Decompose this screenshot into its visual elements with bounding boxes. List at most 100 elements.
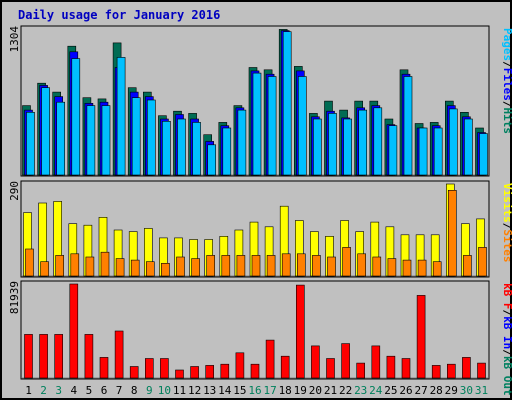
- bar-bottom-kb-f-day-26: [401, 358, 411, 379]
- legend-item: /: [501, 349, 512, 356]
- bar-top-pages-day-8: [131, 97, 141, 176]
- x-tick-day-25: 25: [384, 384, 397, 397]
- bar-bottom-kb-f-day-8: [129, 366, 139, 379]
- bar-bottom-kb-f-day-3: [54, 334, 64, 379]
- bar-middle-sites-day-24: [372, 256, 382, 277]
- bar-middle-sites-day-6: [100, 251, 110, 277]
- bar-bottom-kb-f-day-20: [311, 345, 320, 379]
- bar-bottom-kb-f-day-11: [175, 369, 184, 379]
- x-tick-day-19: 19: [294, 384, 307, 397]
- bar-top-pages-day-13: [207, 144, 216, 176]
- x-tick-day-11: 11: [173, 384, 186, 397]
- bar-bottom-kb-f-day-5: [84, 334, 94, 379]
- x-tick-day-7: 7: [116, 384, 123, 397]
- x-tick-day-30: 30: [460, 384, 473, 397]
- bar-middle-sites-day-16: [251, 255, 261, 277]
- bar-middle-sites-day-25: [387, 258, 397, 277]
- x-tick-day-21: 21: [324, 384, 337, 397]
- bar-top-pages-day-28: [433, 127, 443, 176]
- bar-middle-sites-day-10: [161, 262, 170, 277]
- bar-top-pages-day-15: [237, 109, 247, 176]
- bar-middle-sites-day-17: [266, 255, 276, 277]
- legend-item: /: [501, 310, 512, 317]
- panel-middle-ymax-label: 290: [8, 181, 21, 201]
- bar-bottom-kb-f-day-22: [341, 343, 350, 379]
- bar-middle-sites-day-26: [402, 259, 412, 277]
- bar-bottom-kb-f-day-2: [39, 334, 48, 379]
- x-tick-day-27: 27: [414, 384, 427, 397]
- bar-top-pages-day-2: [41, 87, 50, 176]
- x-tick-day-12: 12: [188, 384, 201, 397]
- bar-middle-sites-day-27: [417, 259, 427, 277]
- bar-top-pages-day-6: [101, 105, 111, 176]
- panel-bottom-plot: [20, 280, 490, 380]
- bar-top-pages-day-19: [297, 76, 307, 176]
- x-tick-day-2: 2: [40, 384, 47, 397]
- bar-middle-sites-day-21: [327, 256, 336, 277]
- x-tick-day-9: 9: [146, 384, 153, 397]
- legend-item: kB F: [501, 283, 512, 310]
- bar-top-pages-day-26: [403, 76, 413, 176]
- x-tick-day-4: 4: [70, 384, 77, 397]
- bar-bottom-kb-f-day-19: [295, 284, 305, 379]
- bar-bottom-kb-f-day-18: [280, 355, 290, 379]
- bar-top-pages-day-27: [418, 127, 428, 176]
- x-tick-day-3: 3: [55, 384, 62, 397]
- x-tick-day-17: 17: [263, 384, 276, 397]
- bar-top-pages-day-21: [328, 113, 337, 176]
- bar-bottom-kb-f-day-4: [69, 283, 79, 379]
- bar-bottom-kb-f-day-17: [265, 339, 275, 379]
- bar-top-pages-day-12: [192, 122, 201, 176]
- bar-middle-sites-day-29: [447, 190, 457, 277]
- panel-top-ymax-label: 1304: [8, 26, 21, 53]
- bar-bottom-kb-f-day-12: [190, 366, 199, 379]
- legend-item: Pages: [501, 28, 512, 61]
- bar-top-pages-day-4: [71, 58, 81, 176]
- bar-top-pages-day-25: [388, 125, 398, 176]
- x-tick-day-6: 6: [101, 384, 108, 397]
- bar-top-pages-day-31: [479, 133, 488, 176]
- bar-middle-sites-day-13: [206, 255, 215, 277]
- bar-middle-sites-day-2: [40, 261, 49, 277]
- bar-middle-sites-day-28: [432, 261, 442, 277]
- panel-top-legend: Pages/Files/Hits: [501, 28, 512, 134]
- bar-middle-sites-day-8: [130, 259, 140, 277]
- bar-middle-sites-day-4: [70, 253, 80, 277]
- bar-middle-sites-day-22: [342, 247, 351, 277]
- bar-bottom-kb-f-day-30: [462, 357, 471, 379]
- chart-title: Daily usage for January 2016: [18, 8, 220, 22]
- x-tick-day-20: 20: [309, 384, 322, 397]
- legend-item: kB In: [501, 316, 512, 349]
- bar-top-pages-day-9: [147, 99, 156, 176]
- bar-bottom-kb-f-day-6: [99, 357, 109, 379]
- bar-bottom-kb-f-day-27: [416, 295, 426, 379]
- bar-bottom-kb-f-day-15: [235, 352, 245, 379]
- x-tick-day-26: 26: [399, 384, 412, 397]
- panel-bottom-ymax-label: 81939: [8, 281, 21, 314]
- x-tick-day-8: 8: [131, 384, 138, 397]
- bar-top-pages-day-22: [343, 118, 352, 176]
- bar-top-pages-day-10: [162, 121, 171, 176]
- bar-middle-sites-day-18: [281, 253, 291, 277]
- bar-bottom-kb-f-day-1: [24, 334, 33, 379]
- x-tick-day-5: 5: [86, 384, 93, 397]
- bar-bottom-kb-f-day-13: [205, 365, 214, 379]
- bar-middle-sites-day-9: [146, 261, 155, 277]
- bar-middle-sites-day-5: [85, 256, 95, 277]
- bar-top-pages-day-29: [448, 108, 458, 176]
- x-tick-day-28: 28: [430, 384, 443, 397]
- bar-top-pages-day-20: [313, 118, 322, 176]
- bar-middle-sites-day-1: [25, 248, 34, 277]
- x-tick-day-29: 29: [445, 384, 458, 397]
- x-tick-day-23: 23: [354, 384, 367, 397]
- bar-bottom-kb-f-day-14: [220, 363, 230, 379]
- bar-top-pages-day-16: [252, 72, 262, 176]
- bar-top-pages-day-1: [26, 112, 35, 176]
- bar-middle-sites-day-30: [463, 255, 472, 277]
- bar-middle-sites-day-11: [176, 256, 185, 277]
- bar-middle-sites-day-19: [296, 253, 306, 277]
- legend-item: /: [501, 61, 512, 68]
- bar-bottom-kb-f-day-25: [386, 355, 396, 379]
- bar-bottom-kb-f-day-16: [250, 363, 260, 379]
